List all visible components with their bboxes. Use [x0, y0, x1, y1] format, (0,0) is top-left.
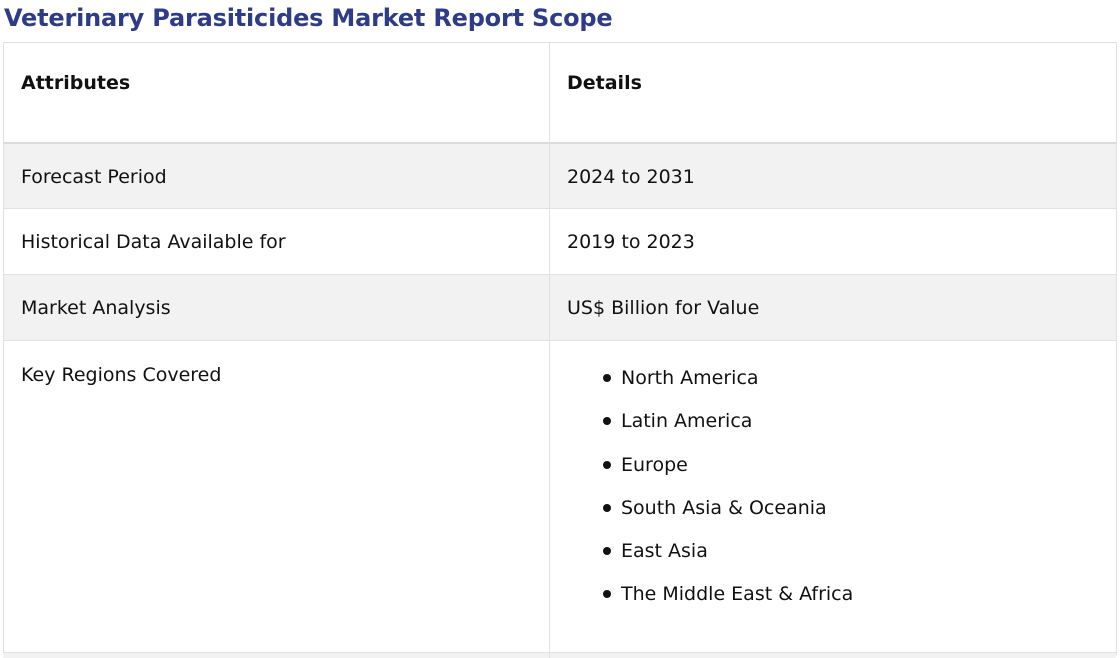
list-item: Europe: [603, 452, 1116, 495]
table-row: Forecast Period 2024 to 2031: [3, 142, 1117, 209]
table-row: Historical Data Available for 2019 to 20…: [3, 208, 1117, 275]
attribute-cell: Historical Data Available for: [3, 208, 550, 275]
list-item: South Asia & Oceania: [603, 495, 1116, 538]
detail-cell: 2019 to 2023: [549, 208, 1117, 275]
detail-cell: North America Latin America Europe South…: [549, 340, 1117, 655]
page-title: Veterinary Parasiticides Market Report S…: [4, 4, 613, 32]
list-item: Latin America: [603, 408, 1116, 451]
next-row-edge: [3, 652, 1116, 658]
attribute-cell: Key Regions Covered: [3, 340, 550, 655]
column-header-details: Details: [549, 42, 1117, 144]
report-scope-table: Attributes Details Forecast Period 2024 …: [3, 42, 1117, 655]
column-header-attributes: Attributes: [3, 42, 550, 144]
detail-cell: 2024 to 2031: [549, 142, 1117, 209]
table-header-row: Attributes Details: [3, 42, 1117, 144]
table-row: Market Analysis US$ Billion for Value: [3, 274, 1117, 341]
detail-cell: US$ Billion for Value: [549, 274, 1117, 341]
list-item: The Middle East & Africa: [603, 581, 1116, 624]
attribute-cell: Forecast Period: [3, 142, 550, 209]
table-row-regions: Key Regions Covered North America Latin …: [3, 340, 1117, 655]
attribute-cell: Market Analysis: [3, 274, 550, 341]
regions-list: North America Latin America Europe South…: [567, 365, 1116, 625]
list-item: East Asia: [603, 538, 1116, 581]
list-item: North America: [603, 365, 1116, 408]
